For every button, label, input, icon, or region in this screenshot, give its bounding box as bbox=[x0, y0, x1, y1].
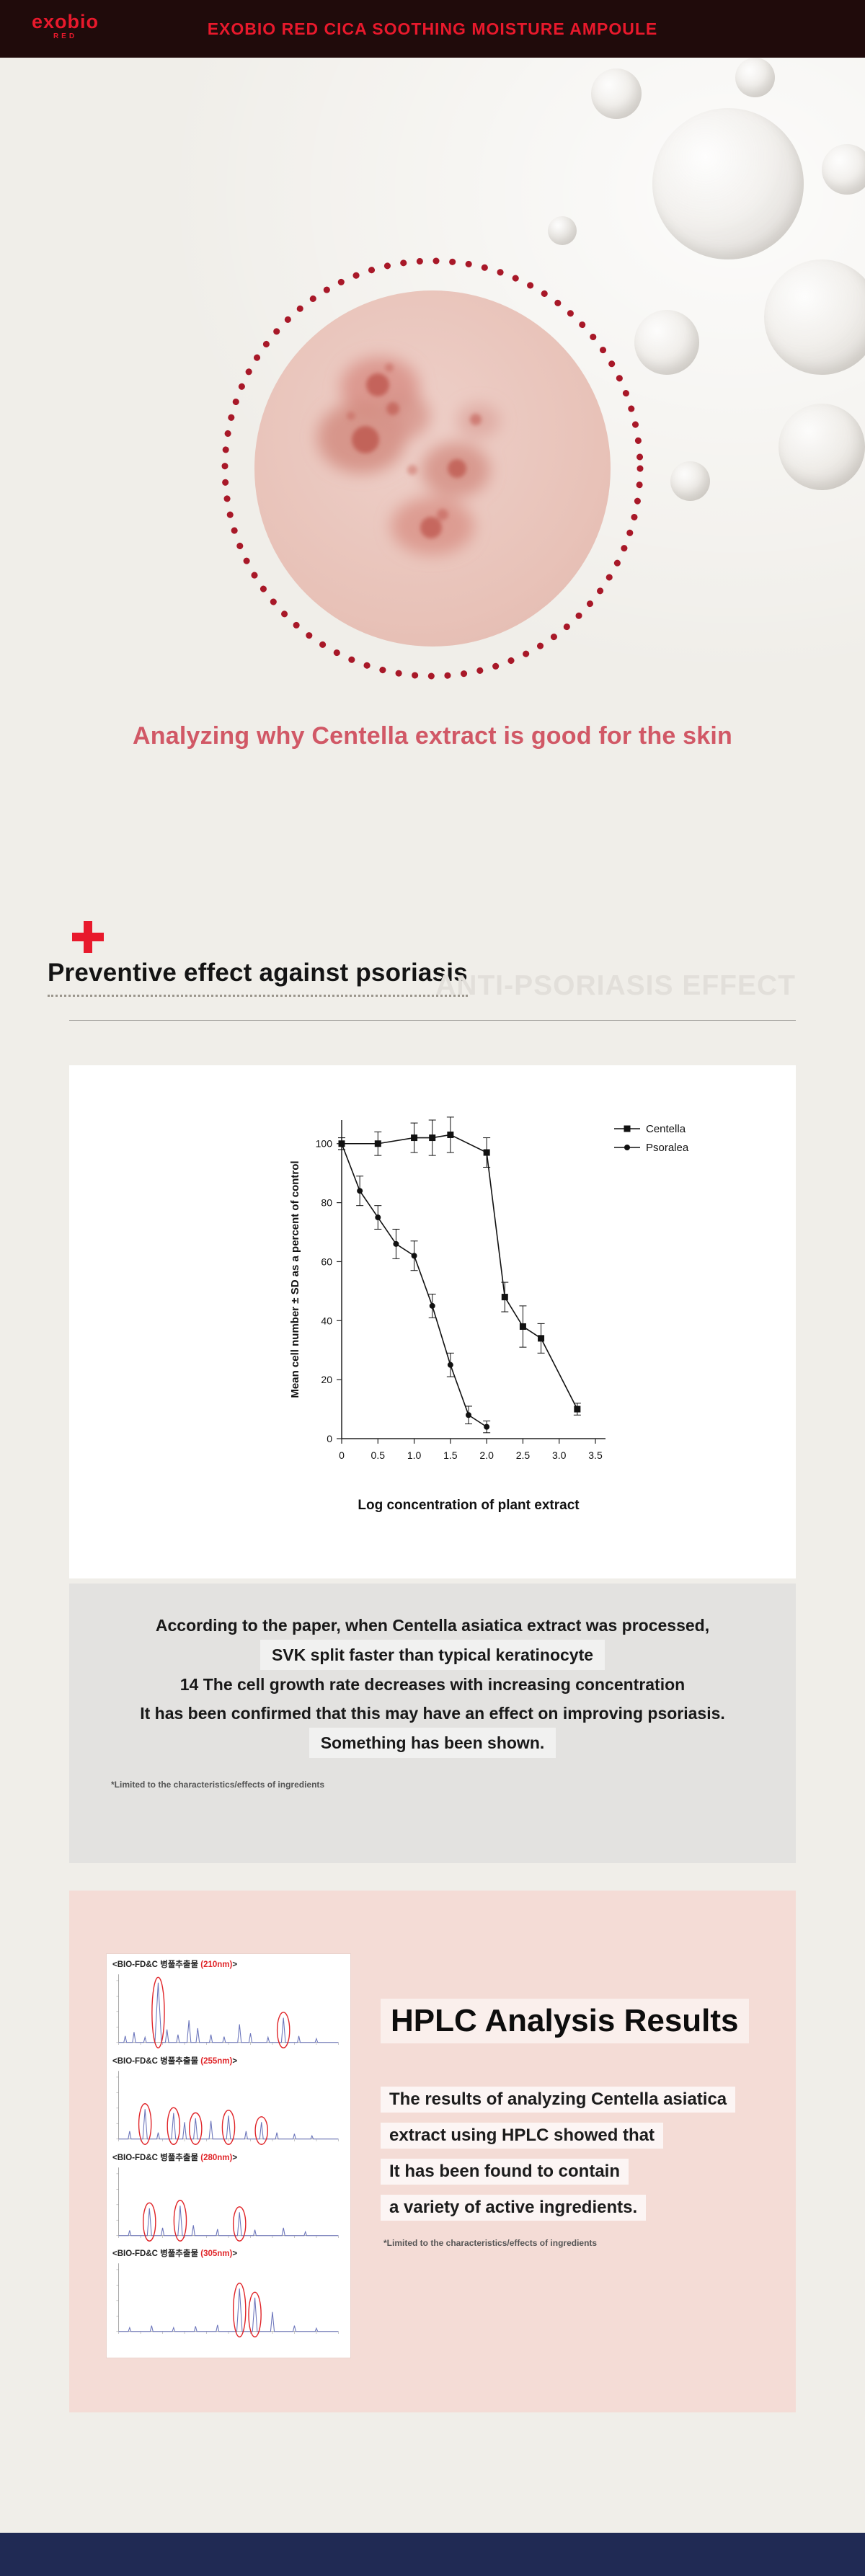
paper-summary-line: SVK split faster than typical keratinocy… bbox=[69, 1640, 796, 1670]
hplc-paragraph-line: The results of analyzing Centella asiati… bbox=[381, 2087, 736, 2113]
oil-bubble-decoration bbox=[735, 58, 775, 97]
svg-text:Log concentration of plant ext: Log concentration of plant extract bbox=[358, 1498, 580, 1513]
brand-logo-subtext: RED bbox=[53, 32, 78, 40]
hplc-paragraph-text: a variety of active ingredients. bbox=[381, 2195, 647, 2221]
svg-text:80: 80 bbox=[321, 1197, 332, 1209]
hplc-chromatogram bbox=[116, 1974, 339, 2048]
paper-summary-box: According to the paper, when Centella as… bbox=[69, 1584, 796, 1863]
svg-text:60: 60 bbox=[321, 1256, 332, 1267]
paper-summary-line: It has been confirmed that this may have… bbox=[69, 1699, 796, 1728]
hplc-paragraph-line: a variety of active ingredients. bbox=[381, 2195, 735, 2221]
hplc-chromatogram bbox=[116, 2263, 339, 2338]
svg-text:1.5: 1.5 bbox=[443, 1449, 458, 1461]
svg-text:Mean cell number ± SD as a per: Mean cell number ± SD as a percent of co… bbox=[289, 1160, 301, 1398]
svg-text:Centella: Centella bbox=[646, 1123, 686, 1135]
paper-summary-text: Something has been shown. bbox=[309, 1728, 556, 1758]
paper-summary-text: SVK split faster than typical keratinocy… bbox=[260, 1640, 606, 1670]
svg-text:2.5: 2.5 bbox=[516, 1449, 531, 1461]
hplc-panel-label: <BIO-FD&C 병풀추출물 (255nm)> bbox=[112, 2056, 238, 2066]
svg-text:0: 0 bbox=[327, 1433, 332, 1444]
hplc-paragraph-line: extract using HPLC showed that bbox=[381, 2123, 735, 2149]
oil-bubble-decoration bbox=[652, 108, 804, 259]
svg-text:100: 100 bbox=[316, 1138, 333, 1150]
paper-summary-line: Something has been shown. bbox=[69, 1728, 796, 1758]
svg-text:40: 40 bbox=[321, 1315, 332, 1326]
hplc-section: <BIO-FD&C 병풀추출물 (210nm)> <BIO-FD&C 병풀추출물 … bbox=[69, 1891, 796, 2412]
svg-text:20: 20 bbox=[321, 1374, 332, 1385]
plus-icon bbox=[72, 921, 104, 953]
hplc-panel-list: <BIO-FD&C 병풀추출물 (210nm)> <BIO-FD&C 병풀추출물 … bbox=[107, 1954, 350, 2358]
svg-text:Psoralea: Psoralea bbox=[646, 1142, 689, 1154]
hplc-heading: HPLC Analysis Results bbox=[381, 1999, 749, 2043]
paper-summary-text: It has been confirmed that this may have… bbox=[140, 1704, 725, 1723]
svg-text:0: 0 bbox=[339, 1449, 345, 1461]
svg-text:2.0: 2.0 bbox=[479, 1449, 494, 1461]
hplc-panel: <BIO-FD&C 병풀추출물 (210nm)> bbox=[112, 1960, 345, 2053]
hplc-chromatogram bbox=[116, 2071, 339, 2145]
svg-text:1.0: 1.0 bbox=[407, 1449, 422, 1461]
svg-text:3.5: 3.5 bbox=[588, 1449, 603, 1461]
section-divider bbox=[69, 1020, 796, 1021]
section-watermark: ANTI-PSORIASIS EFFECT bbox=[435, 970, 796, 1001]
footer-band bbox=[0, 2533, 865, 2576]
oil-bubble-decoration bbox=[634, 310, 699, 375]
oil-bubble-decoration bbox=[822, 144, 865, 195]
hplc-panel: <BIO-FD&C 병풀추출물 (255nm)> bbox=[112, 2056, 345, 2150]
hplc-panel-label: <BIO-FD&C 병풀추출물 (210nm)> bbox=[112, 1960, 238, 1969]
hplc-panel: <BIO-FD&C 병풀추출물 (280nm)> bbox=[112, 2153, 345, 2247]
svg-text:3.0: 3.0 bbox=[552, 1449, 567, 1461]
oil-bubble-decoration bbox=[548, 216, 577, 245]
oil-bubble-decoration bbox=[764, 259, 865, 375]
psoriasis-chart: 0 20 40 60 80 100 0 0.5 1.0 1.5 2.0 2.5 3.0 3.5 Mean c… bbox=[289, 1116, 689, 1513]
paper-summary-line: 14 The cell growth rate decreases with i… bbox=[69, 1670, 796, 1699]
header-title: EXOBIO RED CICA SOOTHING MOISTURE AMPOUL… bbox=[207, 19, 658, 38]
oil-bubble-decoration bbox=[670, 461, 710, 501]
hplc-paragraph-line: It has been found to contain bbox=[381, 2159, 735, 2185]
hero-caption: Analyzing why Centella extract is good f… bbox=[132, 722, 733, 750]
hplc-panel-label: <BIO-FD&C 병풀추출물 (280nm)> bbox=[112, 2153, 238, 2162]
section-heading-psoriasis: Preventive effect against psoriasis bbox=[48, 959, 468, 997]
hplc-panel-label: <BIO-FD&C 병풀추출물 (305nm)> bbox=[112, 2249, 238, 2259]
dotted-ring bbox=[221, 257, 644, 680]
brand-logo: exobio RED bbox=[32, 11, 99, 41]
psoriasis-skin-illustration bbox=[218, 254, 647, 683]
disclaimer-note: *Limited to the characteristics/effects … bbox=[383, 2238, 598, 2248]
skin-circle-graphic bbox=[221, 257, 644, 680]
hplc-paragraph-text: extract using HPLC showed that bbox=[381, 2123, 664, 2149]
paper-summary-text: 14 The cell growth rate decreases with i… bbox=[179, 1675, 686, 1694]
oil-bubble-decoration bbox=[778, 404, 865, 490]
hplc-paragraph-text: The results of analyzing Centella asiati… bbox=[381, 2087, 736, 2113]
header-bar: EXOBIO RED CICA SOOTHING MOISTURE AMPOUL… bbox=[0, 0, 865, 58]
hplc-paragraph-text: It has been found to contain bbox=[381, 2159, 629, 2185]
paper-summary-text: According to the paper, when Centella as… bbox=[155, 1616, 710, 1635]
psoriasis-chart-card: 0 20 40 60 80 100 0 0.5 1.0 1.5 2.0 2.5 3.0 3.5 Mean c… bbox=[69, 1065, 796, 1578]
svg-text:0.5: 0.5 bbox=[371, 1449, 386, 1461]
brand-logo-text: exobio bbox=[32, 11, 99, 32]
paper-summary-line: According to the paper, when Centella as… bbox=[69, 1611, 796, 1640]
hplc-panel: <BIO-FD&C 병풀추출물 (305nm)> bbox=[112, 2249, 345, 2342]
hplc-chromatogram bbox=[116, 2167, 339, 2242]
hplc-paragraph: The results of analyzing Centella asiati… bbox=[381, 2087, 736, 2231]
disclaimer-note: *Limited to the characteristics/effects … bbox=[111, 1780, 325, 1790]
oil-bubble-decoration bbox=[591, 68, 642, 119]
